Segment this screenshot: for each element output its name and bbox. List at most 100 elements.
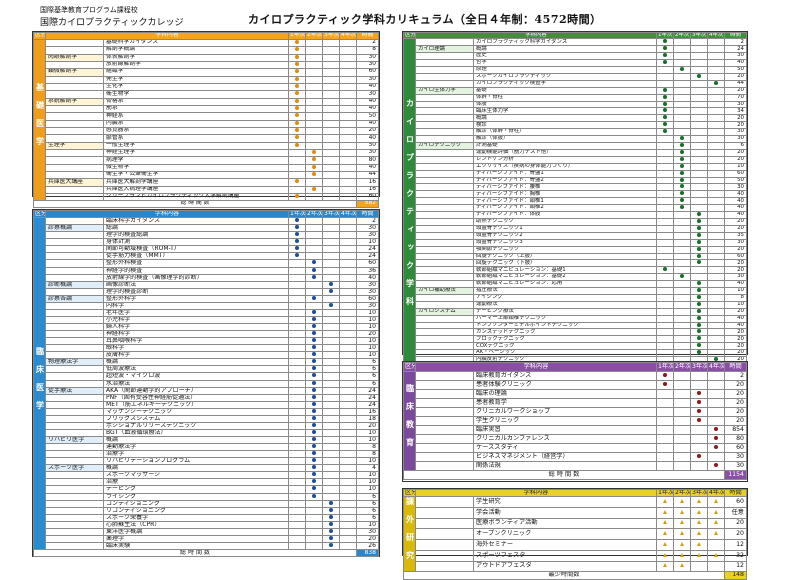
triangle-marker [663,563,667,568]
year-cell-2 [673,231,691,240]
table-row: 概論 20 [404,114,747,123]
year-cell-3 [322,520,340,529]
hours: 6 [356,513,379,522]
triangle-marker [714,552,718,557]
year-cell-3 [690,38,708,47]
year-cell-2 [305,185,323,195]
table-row: クリニカルカンファレンス 80 [404,434,747,444]
year-cell-2 [673,217,691,226]
year-cell-3 [322,82,340,92]
dot-marker [714,357,718,362]
dot-marker [714,435,718,440]
hours: 10 [356,435,379,445]
dot-marker [697,309,701,313]
dot-marker [697,260,701,265]
dot-marker [680,198,684,203]
year-cell-4 [707,135,725,143]
year-cell-3 [690,342,708,351]
group-label [45,541,104,551]
hours: 12 [724,539,747,551]
table-row: 整形外科検査 60 [34,259,379,268]
year-cell-1 [288,513,306,522]
table-row: 内臓系 40 [34,119,379,128]
year-cell-3 [322,126,340,136]
year-cell-2 [673,280,691,289]
year-cell-1 [656,349,674,358]
year-cell-1 [656,321,674,330]
table-row: PNF（固有受容性神経筋促通法） 24 [34,393,379,402]
subject-name: 臨床実習 [473,425,657,435]
year-cell-3 [322,393,340,402]
year-cell-3 [322,178,340,187]
group-label [45,450,104,459]
table-row: 運動療法学 8 [34,443,379,452]
year-cell-3 [322,379,340,388]
group-label [415,398,474,408]
group-label [415,506,474,519]
table-row: 学会活動 任意 [404,506,747,519]
year-cell-1 [288,414,306,423]
year-cell-1 [656,79,674,88]
group-label [45,478,104,487]
subject-name: 水治療法 [103,379,289,388]
year-cell-3 [322,171,340,180]
year-cell-2 [305,171,323,180]
table-row: ディバーシファイド：骨盤1 60 [404,169,747,178]
year-cell-1 [288,171,306,180]
year-cell-1 [656,121,674,130]
subject-name: 薬理学 [103,534,289,543]
table-row: 頭蓋骨テクニック3 30 [404,238,747,247]
subject-name: 頭蓋骨テクニック3 [473,238,657,247]
subject-name: 学会活動 [473,506,657,519]
year-cell-4 [707,121,725,130]
dot-marker [312,317,316,321]
year-cell-4 [339,273,357,282]
subject-name: 眼科学 [103,344,289,353]
dot-marker [312,366,316,371]
table-row: 治療学 8 [34,450,379,459]
year-cell-2 [305,330,323,339]
year-cell-3 [690,287,708,295]
subject-name: 臨床教育ガイダンス [473,371,657,381]
dot-marker [312,465,316,470]
dot-marker [295,40,299,44]
year-cell-1 [656,528,674,541]
year-cell-1 [656,496,674,508]
dot-marker [312,331,316,336]
dot-marker [697,390,701,395]
year-cell-2 [673,434,691,444]
dot-marker [312,444,316,449]
subject-name: ディバーシファイド：骨盤1 [473,169,657,178]
group-label [415,293,474,302]
dot-marker [680,136,684,141]
year-cell-2 [673,252,691,261]
year-cell-3 [690,549,708,562]
subject-name: クリーブランドカイロプラクティック大学解剖講座 [103,193,289,202]
subject-name: 治療 [103,478,289,487]
year-cell-2 [673,335,691,344]
table-row: 放射線学的検査（画像理学的診断） 40 [34,273,379,282]
hours: 6 [356,379,379,388]
year-cell-4 [339,443,357,452]
col-kubun: 区分 [33,32,46,40]
dot-marker [312,359,316,364]
year-cell-3 [690,217,708,226]
hours: 40 [724,314,747,323]
table-row: ポジショナルリリーステクニック 20 [34,421,379,430]
year-cell-2 [673,560,691,573]
dot-marker [663,102,667,106]
group-label [415,443,474,453]
year-cell-1 [288,112,306,121]
year-cell-3 [690,86,708,95]
year-cell-2 [673,45,691,54]
year-cell-2 [305,301,323,310]
year-cell-2 [673,443,691,453]
year-cell-2 [305,119,323,128]
subject-name: アウトドアフェスタ [473,560,657,573]
hours: 20 [724,307,747,316]
year-cell-2 [673,349,691,358]
block-chiro: 区分 学科内容 1年次 2年次 3年次 4年次 時間 カイロプラクティック学科 カイロプラクティ… [402,31,748,385]
year-cell-1 [288,372,306,381]
group-label [45,471,104,480]
dot-marker [312,310,316,314]
